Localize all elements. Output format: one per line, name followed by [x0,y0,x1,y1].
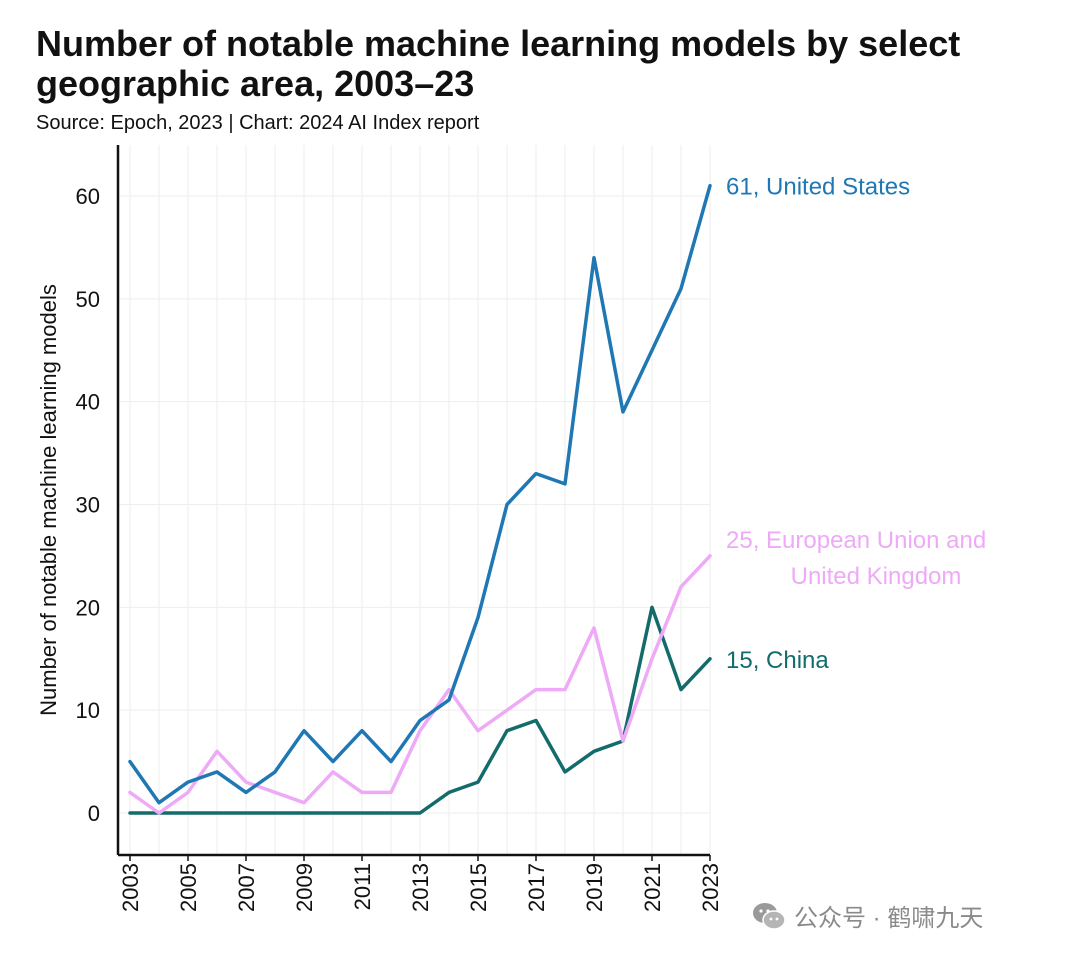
chart-subtitle: Source: Epoch, 2023 | Chart: 2024 AI Ind… [36,112,480,134]
series-end-label: 15, China [726,647,829,674]
y-tick-label: 10 [76,698,100,723]
watermark-text: 公众号 · 鹤啸九天 [794,905,984,932]
series-end-label: United Kingdom [791,563,962,590]
series-end-label: 61, United States [726,174,910,201]
x-tick-label: 2005 [176,863,201,912]
series-line-european-union-and-united-kingdom [128,554,712,815]
x-tick-label: 2021 [640,863,665,912]
y-tick-labels: 0 10 20 30 40 50 60 [76,184,100,826]
y-tick-label: 60 [76,184,100,209]
y-tick-label: 50 [76,287,100,312]
y-tick-label: 0 [88,801,100,826]
x-tick-label: 2007 [234,863,259,912]
x-tick-label: 2009 [292,863,317,912]
wechat-icon [753,902,786,930]
gridlines [118,145,711,855]
y-axis-label: Number of notable machine learning model… [36,284,61,716]
x-tick-label: 2013 [408,863,433,912]
series-lines [128,183,712,815]
x-tick-label: 2015 [466,863,491,912]
x-tick-labels: 2003 2005 2007 2009 2011 2013 2015 2017 2019 2021… [118,855,723,912]
x-tick-label: 2017 [524,863,549,912]
x-tick-label: 2019 [582,863,607,912]
x-tick-label: 2003 [118,863,143,912]
axes [116,145,710,857]
y-tick-label: 30 [76,493,100,518]
y-tick-label: 40 [76,390,100,415]
series-line-united-states [128,183,712,805]
y-tick-label: 20 [76,595,100,620]
series-end-label: 25, European Union and [726,527,986,554]
x-tick-label: 2011 [350,863,375,910]
series-line-china [128,605,712,815]
x-tick-label: 2023 [698,863,723,912]
series-end-labels: 61, United States 25, European Union and U… [726,174,986,674]
chart-title: Number of notable machine learning model… [36,23,961,104]
watermark: 公众号 · 鹤啸九天 [752,898,983,933]
